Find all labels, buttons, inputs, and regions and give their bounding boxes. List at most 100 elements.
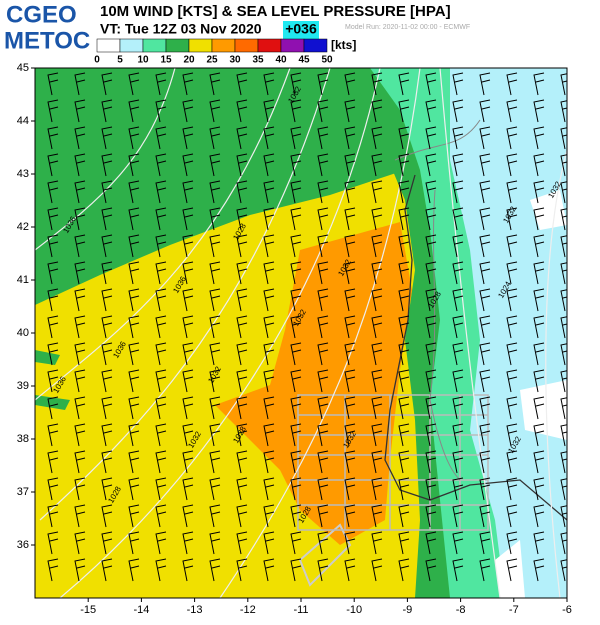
wind-barb — [290, 288, 302, 312]
wind-barb — [155, 450, 167, 474]
wind-barb — [290, 153, 302, 177]
wind-barb — [128, 261, 140, 285]
valid-time: VT: Tue 12Z 03 Nov 2020 — [100, 21, 262, 37]
wind-barb — [344, 396, 356, 420]
wind-barb — [371, 558, 383, 582]
wind-barb — [236, 450, 248, 474]
colorbar-tick-label: 10 — [137, 55, 149, 66]
wind-barb — [47, 477, 59, 501]
wind-barb — [74, 126, 86, 150]
wind-barb — [290, 342, 302, 366]
wind-barb — [209, 558, 221, 582]
wind-barb — [263, 369, 275, 393]
wind-barb — [425, 477, 437, 501]
wind-barb — [182, 558, 194, 582]
wind-barb — [452, 450, 464, 474]
wind-barb — [425, 531, 437, 555]
wind-barb — [344, 234, 356, 258]
wind-barb — [479, 288, 491, 312]
wind-barb — [533, 396, 545, 420]
wind-barb — [533, 558, 545, 582]
wind-barb — [47, 126, 59, 150]
wind-barb — [209, 315, 221, 339]
wind-barb — [371, 207, 383, 231]
wind-barb — [263, 126, 275, 150]
x-tick-label: -10 — [346, 604, 362, 616]
wind-barb — [425, 423, 437, 447]
wind-barb — [506, 504, 518, 528]
wind-barb — [560, 343, 567, 366]
wind-barb — [344, 423, 356, 447]
wind-barb — [74, 72, 86, 96]
wind-barb — [560, 289, 567, 312]
wind-barb — [209, 396, 221, 420]
wind-barb — [398, 396, 410, 420]
wind-barb — [74, 477, 86, 501]
wind-barb — [101, 288, 113, 312]
wind-barb — [344, 99, 356, 123]
wind-barb — [74, 261, 86, 285]
wind-barb — [344, 342, 356, 366]
wind-barb — [479, 369, 491, 393]
wind-barb — [425, 504, 437, 528]
wind-barb — [209, 504, 221, 528]
wind-barb — [182, 477, 194, 501]
wind-barb — [101, 261, 113, 285]
wind-barb — [128, 153, 140, 177]
wind-barb — [452, 396, 464, 420]
wind-barb — [560, 262, 567, 285]
wind-barb — [506, 423, 518, 447]
wind-barb — [452, 342, 464, 366]
wind-barb — [344, 369, 356, 393]
wind-barb — [506, 558, 518, 582]
wind-barb — [155, 261, 167, 285]
wind-barb — [452, 72, 464, 96]
wind-barb — [47, 72, 59, 96]
wind-barb — [128, 396, 140, 420]
wind-barb — [209, 261, 221, 285]
wind-barb — [371, 342, 383, 366]
wind-barb — [398, 450, 410, 474]
wind-barb — [128, 504, 140, 528]
wind-barb — [452, 477, 464, 501]
wind-barb — [128, 180, 140, 204]
wind-barb — [47, 288, 59, 312]
wind-barb — [398, 261, 410, 285]
wind-barb — [263, 477, 275, 501]
wind-barb — [128, 342, 140, 366]
wind-barb — [128, 207, 140, 231]
wind-barb — [74, 342, 86, 366]
wind-barb — [209, 153, 221, 177]
wind-barb — [155, 531, 167, 555]
wind-barb — [155, 423, 167, 447]
lead-time: +036 — [285, 21, 317, 37]
wind-barb — [290, 99, 302, 123]
wind-barb — [371, 369, 383, 393]
wind-barb — [101, 234, 113, 258]
logo-bottom: METOC — [4, 27, 90, 54]
wind-barb — [317, 153, 329, 177]
wind-barb — [533, 288, 545, 312]
colorbar-bin — [211, 38, 236, 53]
wind-barb — [236, 504, 248, 528]
wind-barb — [398, 558, 410, 582]
wind-barb — [182, 342, 194, 366]
wind-barb — [182, 396, 194, 420]
wind-barb — [344, 261, 356, 285]
wind-barb — [398, 504, 410, 528]
wind-barb — [371, 288, 383, 312]
x-tick-label: -7 — [509, 604, 519, 616]
wind-barb — [263, 315, 275, 339]
wind-barb — [236, 342, 248, 366]
wind-barb — [317, 126, 329, 150]
wind-barb — [398, 99, 410, 123]
wind-barb — [506, 477, 518, 501]
wind-barb — [371, 477, 383, 501]
wind-barb — [47, 234, 59, 258]
wind-barb — [452, 234, 464, 258]
wind-barb — [290, 450, 302, 474]
wind-barb — [155, 180, 167, 204]
wind-barb — [128, 315, 140, 339]
wind-barb — [560, 505, 567, 528]
